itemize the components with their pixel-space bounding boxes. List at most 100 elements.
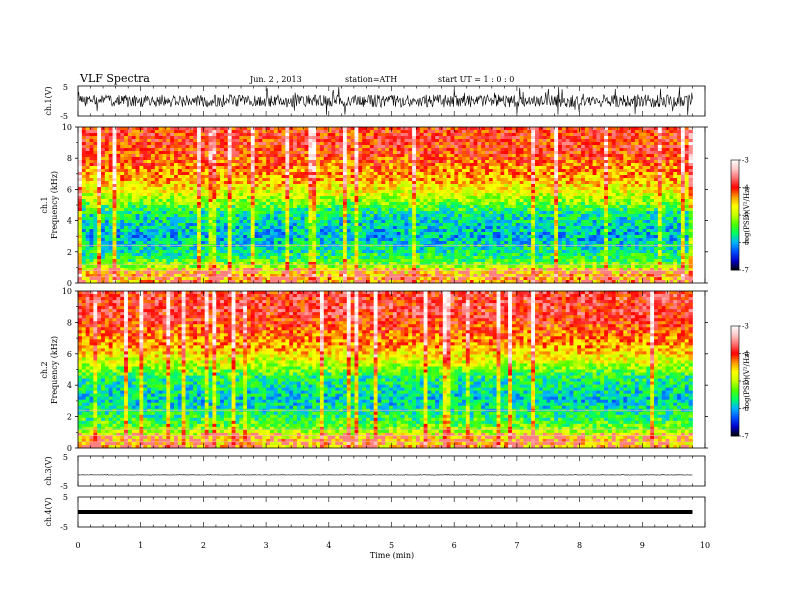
spectrogram-cell (127, 151, 133, 155)
spectrogram-cell (323, 187, 329, 191)
spectrogram-cell (308, 238, 313, 242)
spectrogram-cell (101, 154, 106, 158)
spectrogram-cell (246, 142, 252, 146)
spectrogram-cell (327, 211, 332, 215)
spectrogram-cell (381, 199, 386, 203)
spectrogram-cell (223, 181, 229, 185)
spectrogram-cell (377, 277, 382, 281)
spectrogram-cell (431, 259, 436, 263)
spectrogram-cell (139, 247, 144, 251)
spectrogram-cell (89, 262, 94, 266)
spectrogram-cell (400, 277, 405, 281)
spectrogram-cell (158, 184, 163, 188)
spectrogram-cell (216, 133, 221, 137)
spectrogram-cell (243, 232, 248, 236)
spectrogram-cell (231, 130, 236, 134)
spectrogram-cell (327, 187, 332, 191)
spectrogram-cell (254, 193, 259, 197)
spectrogram-cell (350, 139, 355, 143)
spectrogram-cell (181, 175, 186, 179)
spectrogram-cell (423, 151, 428, 155)
spectrogram-cell (404, 136, 409, 140)
spectrogram-cell (231, 250, 236, 254)
spectrogram-cell (135, 223, 140, 227)
spectrogram-cell (431, 208, 436, 212)
spectrogram-cell (147, 136, 152, 140)
spectrogram-cell (346, 157, 352, 161)
spectrogram-cell (181, 271, 186, 275)
spectrogram-cell (369, 235, 375, 239)
spectrogram-cell (127, 130, 133, 134)
spectrogram-cell (216, 193, 221, 197)
spectrogram-cell (162, 235, 167, 239)
spectrogram-cell (143, 241, 148, 245)
spectrogram-cell (323, 157, 329, 161)
spectrogram-cell (177, 211, 183, 215)
spectrogram-cell (193, 271, 198, 275)
spectrogram-cell (331, 223, 336, 227)
spectrogram-cell (254, 178, 259, 182)
spectrogram-cell (339, 208, 344, 212)
spectrogram-cell (435, 271, 440, 275)
spectrogram-cell (166, 160, 171, 164)
spectrogram-cell (170, 157, 175, 161)
spectrogram-cell (304, 232, 309, 236)
spectrogram-cell (327, 142, 332, 146)
spectrogram-cell (362, 130, 367, 134)
spectrogram-cell (331, 172, 336, 176)
spectrogram-cell (281, 184, 286, 188)
spectrogram-cell (231, 280, 236, 284)
spectrogram-cell (200, 247, 206, 251)
spectrogram-cell (89, 277, 94, 281)
spectrogram-cell (270, 277, 275, 281)
spectrogram-cell (181, 217, 186, 221)
spectrogram-cell (208, 196, 213, 200)
spectrogram-cell (227, 274, 233, 278)
spectrogram-cell (331, 151, 336, 155)
spectrogram-cell (197, 220, 202, 224)
spectrogram-cell (127, 259, 133, 263)
spectrogram-cell (331, 229, 336, 233)
spectrogram-cell (439, 133, 444, 137)
spectrogram-cell (350, 259, 355, 263)
spectrogram-cell (277, 193, 282, 197)
spectrogram-cell (293, 253, 298, 257)
spectrogram-cell (300, 268, 305, 272)
spectrogram-cell (408, 133, 413, 137)
spectrogram-cell (243, 127, 248, 131)
spectrogram-cell (227, 226, 233, 230)
spectrogram-cell (154, 148, 160, 152)
spectrogram-cell (85, 184, 90, 188)
spectrogram-cell (200, 193, 206, 197)
spectrogram-cell (185, 232, 190, 236)
spectrogram-cell (312, 151, 317, 155)
spectrogram-cell (189, 157, 194, 161)
spectrogram-cell (101, 136, 106, 140)
spectrogram-cell (427, 253, 432, 257)
spectrogram-cell (112, 253, 117, 257)
spectrogram-cell (131, 169, 137, 173)
spectrogram-cell (300, 205, 305, 209)
spectrogram-cell (362, 205, 367, 209)
spectrogram-cell (285, 211, 290, 215)
spectrogram-cell (158, 202, 163, 206)
spectrogram-cell (423, 133, 428, 137)
spectrogram-cell (327, 280, 332, 284)
spectrogram-cell (362, 208, 367, 212)
spectrogram-cell (442, 154, 448, 158)
spectrogram-cell (304, 271, 309, 275)
spectrogram-cell (89, 148, 94, 152)
spectrogram-cell (177, 154, 183, 158)
spectrogram-cell (373, 142, 378, 146)
spectrogram-cell (124, 241, 129, 245)
spectrogram-cell (158, 250, 163, 254)
spectrogram-cell (327, 217, 332, 221)
spectrogram-cell (262, 181, 267, 185)
spectrogram-cell (254, 262, 259, 266)
spectrogram-cell (296, 157, 302, 161)
spectrogram-cell (227, 262, 233, 266)
spectrogram-cell (174, 256, 179, 260)
spectrogram-cell (208, 274, 213, 278)
spectrogram-cell (258, 142, 263, 146)
spectrogram-cell (250, 151, 256, 155)
